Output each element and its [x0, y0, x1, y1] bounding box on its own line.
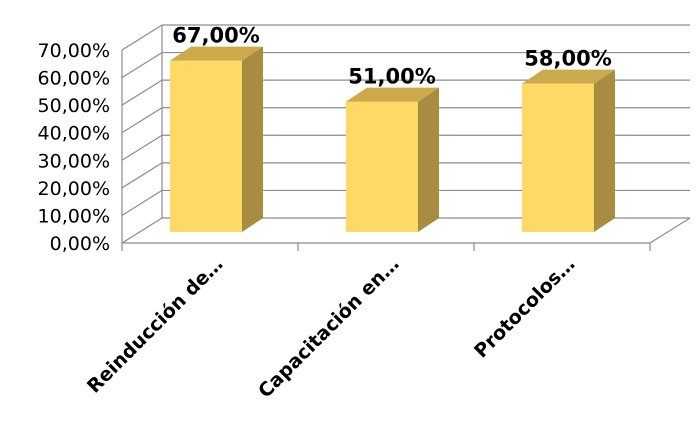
data-label: 67,00%	[172, 24, 259, 48]
y-tick-label: 70,00%	[38, 40, 110, 62]
y-tick-label: 50,00%	[38, 95, 110, 117]
bar-top	[170, 46, 263, 61]
bar-top	[346, 87, 439, 102]
data-labels: 67,00% 51,00% 58,00%	[172, 24, 611, 89]
gridline-diagonal	[121, 52, 163, 79]
bar-front	[170, 60, 242, 232]
y-tick-label: 20,00%	[38, 178, 110, 200]
gridline-diagonal	[121, 24, 163, 51]
gridline-diagonal	[121, 189, 163, 216]
category-label: Protocolos…	[470, 253, 579, 362]
bar-side	[242, 46, 263, 232]
y-tick-label: 60,00%	[38, 68, 110, 90]
data-label: 51,00%	[348, 65, 435, 89]
bar	[170, 46, 263, 232]
y-tick-label: 40,00%	[38, 123, 110, 145]
gridline-diagonal	[121, 79, 163, 106]
data-label: 58,00%	[524, 47, 611, 71]
gridline-diagonal	[121, 217, 163, 244]
bar	[346, 87, 439, 232]
chart-back-wall	[121, 25, 163, 243]
bar-top	[522, 69, 615, 84]
category-label: Capacitación en…	[254, 253, 403, 402]
gridline-diagonal	[121, 107, 163, 134]
bars	[170, 46, 615, 232]
gridline-diagonal	[121, 162, 163, 189]
bar-side	[418, 87, 439, 232]
category-labels: Reinducción de… Capacitación en… Protocolo…	[83, 253, 580, 402]
bar	[522, 69, 615, 232]
y-tick-label: 0,00%	[50, 233, 110, 255]
category-label: Reinducción de…	[83, 253, 228, 398]
bar-side	[594, 69, 615, 232]
gridline-diagonal	[121, 134, 163, 161]
floor-edge	[649, 217, 691, 244]
y-tick-label: 10,00%	[38, 205, 110, 227]
bar-front	[346, 101, 418, 232]
bar-front	[522, 83, 594, 232]
x-axis	[121, 217, 691, 251]
y-axis: 0,00% 10,00% 20,00% 30,00% 40,00% 50,00% 60,00…	[38, 40, 110, 255]
y-tick-label: 30,00%	[38, 150, 110, 172]
